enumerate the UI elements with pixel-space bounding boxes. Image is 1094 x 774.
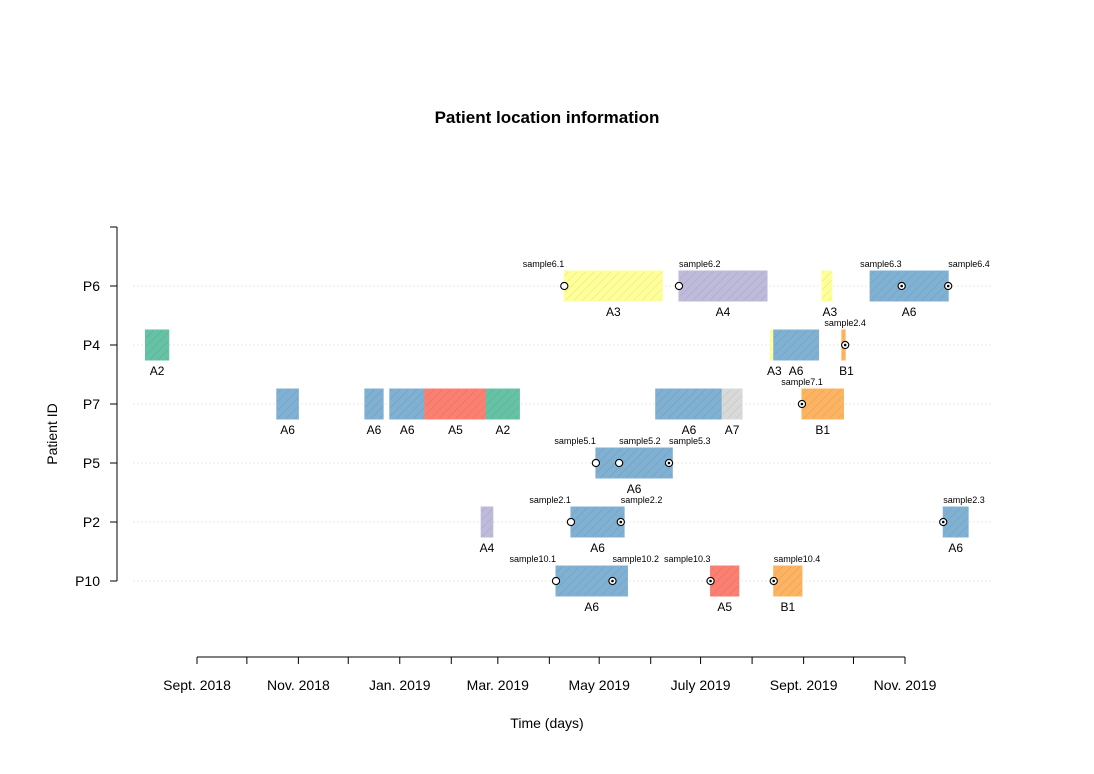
sample-label: sample2.1 (529, 495, 571, 505)
x-tick-label: Sept. 2019 (770, 677, 838, 693)
stay-label: A2 (150, 364, 165, 378)
y-tick-label-p6: P6 (83, 278, 100, 294)
stay-label: A6 (902, 305, 917, 319)
stay-label: B1 (815, 423, 830, 437)
sample-label: sample2.4 (824, 318, 866, 328)
sample-point-center (772, 579, 776, 583)
stay-bar-p10-a5 (710, 565, 740, 597)
grid-lines (133, 285, 994, 582)
x-tick-label: July 2019 (671, 677, 731, 693)
stay-bar-p5-a6 (595, 447, 673, 479)
sample-point (614, 458, 624, 468)
y-tick-label-p4: P4 (83, 337, 100, 353)
stay-bar-p7-a2 (485, 388, 520, 420)
x-tick-label: May 2019 (568, 677, 630, 693)
stay-bars: A3 A4 A3 A6 A2 A3 A6 B1 A6 A6 A6 A5 A2 A6 A7 B1 A6 A4 A6 A6… (144, 270, 969, 614)
stay-label: A6 (948, 541, 963, 555)
sample-label: sample6.1 (523, 259, 565, 269)
stay-bar-p7-a6 (364, 388, 384, 420)
sample-point-center (611, 579, 614, 583)
sample-point-center (619, 520, 623, 524)
stay-bar-p7-b1 (801, 388, 845, 420)
x-tick-label: Jan. 2019 (369, 677, 431, 693)
stay-label: A6 (789, 364, 804, 378)
stay-bar-p10-b1 (773, 565, 803, 597)
stay-bar-p6-a3 (563, 270, 663, 302)
sample-label: sample5.3 (669, 436, 711, 446)
stay-bar-p7-a6 (389, 388, 426, 420)
stay-bar-p4-a2 (144, 329, 170, 361)
stay-label: A6 (627, 482, 642, 496)
sample-label: sample10.2 (612, 554, 659, 564)
sample-point-center (800, 402, 804, 406)
stay-bar-p2-a6 (570, 506, 625, 538)
sample-label: sample6.4 (948, 259, 990, 269)
stay-label: A3 (823, 305, 838, 319)
chart-title: Patient location information (435, 108, 660, 127)
stay-bar-p6-a3 (821, 270, 833, 302)
sample-label: sample6.3 (860, 259, 902, 269)
sample-label: sample2.3 (943, 495, 985, 505)
y-tick-label-p10: P10 (75, 573, 100, 589)
sample-label: sample10.4 (774, 554, 821, 564)
stay-label: A4 (480, 541, 495, 555)
stay-label: A6 (590, 541, 605, 555)
stay-label: A6 (682, 423, 697, 437)
sample-point (566, 517, 576, 527)
stay-label: A6 (400, 423, 415, 437)
y-tick-label-p7: P7 (83, 396, 100, 412)
x-axis-title: Time (days) (510, 715, 583, 731)
sample-point (591, 458, 601, 468)
x-tick-label: Nov. 2018 (267, 677, 330, 693)
stay-label: A6 (367, 423, 382, 437)
x-tick-label: Mar. 2019 (467, 677, 529, 693)
stay-label: B1 (839, 364, 854, 378)
y-tick-label-p5: P5 (83, 455, 100, 471)
sample-label: sample7.1 (781, 377, 823, 387)
sample-label: sample5.2 (619, 436, 661, 446)
stay-bar-p7-a6 (276, 388, 299, 420)
stay-label: A2 (495, 423, 510, 437)
stay-bar-p2-a4 (480, 506, 494, 538)
stay-label: A3 (767, 364, 782, 378)
stay-label: A4 (716, 305, 731, 319)
stay-label: A5 (448, 423, 463, 437)
stay-label: A6 (280, 423, 295, 437)
stay-label: B1 (780, 600, 795, 614)
stay-bar-p7-a5 (424, 388, 487, 420)
stay-bar-p4-a3 (769, 329, 773, 361)
sample-point-center (709, 579, 712, 583)
stay-label: A5 (717, 600, 732, 614)
sample-point (674, 281, 684, 291)
stay-bar-p6-a6 (869, 270, 949, 302)
stay-label: A3 (606, 305, 621, 319)
stay-bar-p7-a6 (655, 388, 723, 420)
sample-points: sample6.1 sample6.2 sample6.3 sample6.4 samp… (509, 259, 990, 586)
stay-bar-p4-a6 (773, 329, 820, 361)
sample-point (551, 576, 561, 586)
sample-point-center (667, 461, 671, 465)
stay-bar-p6-a4 (678, 270, 768, 302)
sample-label: sample5.1 (554, 436, 596, 446)
sample-point-center (900, 284, 903, 288)
stay-bar-p7-a7 (721, 388, 743, 420)
stay-label: A7 (725, 423, 740, 437)
sample-point (560, 281, 569, 291)
sample-label: sample6.2 (679, 259, 721, 269)
sample-point-center (941, 520, 945, 524)
x-tick-label: Nov. 2019 (874, 677, 937, 693)
sample-label: sample10.1 (509, 554, 556, 564)
y-tick-label-p2: P2 (83, 514, 100, 530)
sample-point-center (843, 343, 847, 347)
x-tick-label: Sept. 2018 (163, 677, 231, 693)
sample-point-center (946, 284, 950, 288)
axes: P6 P4 P7 P5 P2 P10 Sept. 2018 Nov. 2018 Jan. 201… (75, 226, 937, 693)
stay-bar-p10-a6 (555, 565, 628, 597)
sample-label: sample10.3 (664, 554, 711, 564)
stay-label: A6 (584, 600, 599, 614)
y-axis-title: Patient ID (44, 403, 60, 464)
sample-label: sample2.2 (621, 495, 663, 505)
